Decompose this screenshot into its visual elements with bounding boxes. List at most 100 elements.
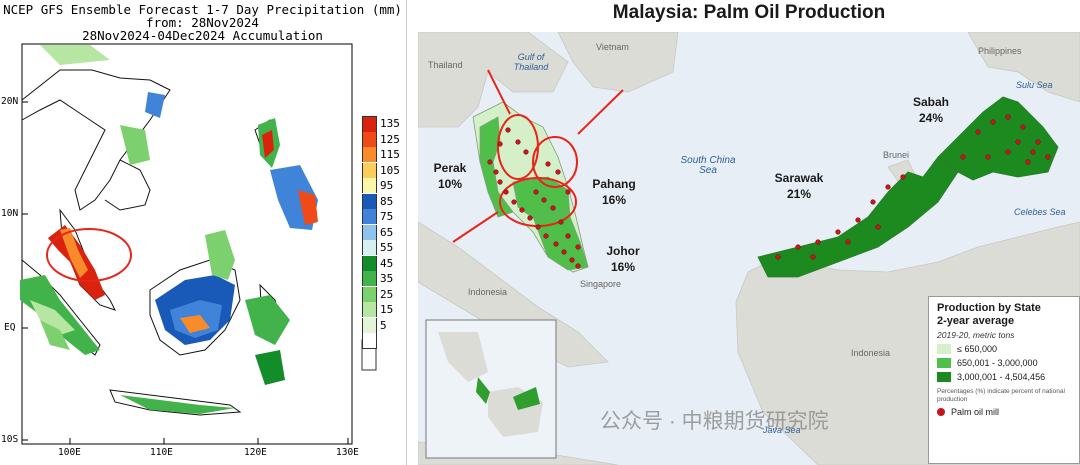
- colorbar-swatch: [362, 255, 377, 271]
- state-johor-name: Johor: [606, 244, 640, 258]
- label-south-china-sea: South China Sea: [680, 155, 736, 176]
- colorbar-swatch: [362, 286, 377, 302]
- highlight-pahang-north: [532, 136, 578, 188]
- colorbar-swatch: [362, 302, 377, 317]
- graticule-ticks: [22, 101, 349, 444]
- highlight-ellipse: [46, 228, 132, 282]
- arrow-1: [487, 69, 511, 115]
- colorbar-swatch: [362, 240, 377, 255]
- precip-map-canvas: [20, 43, 377, 445]
- label-brunei: Brunei: [883, 150, 910, 160]
- colorbar-swatch: [362, 131, 377, 147]
- watermark: 公众号 · 中粮期货研究院: [600, 410, 829, 433]
- state-pahang-pct: 16%: [601, 193, 627, 207]
- inset-locator-map: [425, 319, 557, 459]
- colorbar-label: 85: [380, 194, 394, 208]
- colorbar-label: 95: [380, 179, 394, 192]
- state-pahang-name: Pahang: [592, 177, 636, 191]
- lon-label-110e: 110E: [150, 447, 173, 458]
- legend-class-mid: 650,001 - 3,000,000: [937, 358, 1079, 368]
- legend-class-low: ≤ 650,000: [937, 344, 1079, 354]
- colorbar-label: 35: [380, 272, 394, 285]
- state-sarawak-pct: 21%: [786, 187, 812, 201]
- colorbar-swatch: [362, 178, 377, 193]
- panel-divider: [406, 0, 407, 465]
- colorbar-swatch: [362, 317, 377, 333]
- state-sabah-name: Sabah: [912, 95, 949, 109]
- label-java-sea: Java Sea: [763, 425, 801, 435]
- colorbar-label: 115: [380, 148, 400, 161]
- label-vietnam: Vietnam: [596, 42, 629, 52]
- colorbar-label: 65: [380, 225, 394, 239]
- label-sulu-sea: Sulu Sea: [1016, 80, 1053, 90]
- colorbar-label: 45: [380, 256, 394, 270]
- palm-oil-mills: [487, 114, 1051, 269]
- colorbar-swatch: [362, 193, 377, 209]
- state-perak: Perak 10%: [426, 160, 474, 192]
- state-johor-pct: 16%: [610, 260, 636, 274]
- palm-oil-panel: Malaysia: Palm Oil Production: [418, 0, 1080, 465]
- legend-subtitle: 2019-20, metric tons: [937, 330, 1015, 340]
- state-sabah-pct: 24%: [918, 111, 944, 125]
- lat-label-20n: 20N: [1, 96, 19, 107]
- colorbar-swatch: [362, 116, 377, 132]
- precip-title-line2: from: 28Nov2024: [146, 15, 259, 30]
- lon-label-100e: 100E: [58, 447, 81, 458]
- colorbar-label: 135: [380, 117, 400, 130]
- colorbar-swatch: [362, 162, 377, 178]
- palm-map-title: Malaysia: Palm Oil Production: [612, 2, 886, 23]
- label-thailand: Thailand: [428, 60, 463, 70]
- colorbar-swatch: [362, 147, 377, 162]
- lat-label-10n: 10N: [1, 208, 19, 219]
- legend-note: Percentages (%) indicate percent of nati…: [937, 388, 1065, 403]
- lon-label-120e: 120E: [244, 447, 267, 458]
- precip-title-line1: NCEP GFS Ensemble Forecast 1-7 Day Preci…: [3, 2, 402, 17]
- legend-label-mid: 650,001 - 3,000,000: [957, 358, 1038, 368]
- state-sarawak: Sarawak 21%: [768, 170, 830, 202]
- legend-mill-label: Palm oil mill: [951, 407, 1000, 417]
- state-perak-name: Perak: [433, 161, 467, 175]
- legend-class-high: 3,000,001 - 4,504,456: [937, 372, 1079, 382]
- colorbar-label: 55: [380, 241, 394, 254]
- state-perak-pct: 10%: [437, 177, 463, 191]
- precip-fields: [20, 45, 318, 414]
- lat-label-eq: EQ: [4, 322, 16, 333]
- colorbar-swatch: [362, 224, 377, 240]
- colorbar-label: 15: [380, 303, 394, 316]
- colorbar-label: 75: [380, 210, 394, 223]
- colorbar-label: 125: [380, 132, 400, 146]
- legend-title-2: 2-year average: [937, 315, 1015, 327]
- precip-forecast-panel: NCEP GFS Ensemble Forecast 1-7 Day Preci…: [0, 0, 405, 465]
- legend-swatch-high: [937, 372, 951, 382]
- colorbar-label: 25: [380, 287, 394, 301]
- colorbar-label: 5: [380, 318, 387, 332]
- precip-title-line3: 28Nov2024-04Dec2024 Accumulation: [82, 28, 323, 43]
- lon-label-130e: 130E: [336, 447, 359, 458]
- state-johor: Johor 16%: [598, 243, 648, 275]
- label-philippines: Philippines: [978, 46, 1022, 56]
- legend-label-low: ≤ 650,000: [957, 344, 997, 354]
- state-sabah: Sabah 24%: [905, 94, 957, 126]
- legend-swatch-mid: [937, 358, 951, 368]
- label-indonesia-east: Indonesia: [851, 348, 891, 358]
- arrow-2: [577, 89, 624, 135]
- label-indonesia-west: Indonesia: [468, 287, 508, 297]
- state-sarawak-name: Sarawak: [774, 171, 824, 185]
- colorbar-swatch: [362, 333, 377, 349]
- label-gulf-of-thailand: Gulf of Thailand: [513, 52, 549, 72]
- colorbar-swatch: [362, 271, 377, 286]
- mill-dot-icon: [937, 408, 945, 416]
- borneo-malaysia: [757, 96, 1059, 278]
- arrow-3: [452, 211, 499, 243]
- state-pahang: Pahang 16%: [586, 176, 642, 208]
- legend-title-1: Production by State: [937, 302, 1041, 314]
- legend-mill: Palm oil mill: [937, 407, 1079, 417]
- colorbar-label: 105: [380, 163, 400, 177]
- legend-swatch-low: [937, 344, 951, 354]
- label-singapore: Singapore: [580, 279, 622, 289]
- lat-label-10s: 10S: [1, 434, 19, 445]
- legend-label-high: 3,000,001 - 4,504,456: [957, 372, 1046, 382]
- label-celebes-sea: Celebes Sea: [1014, 207, 1066, 217]
- production-legend: Production by State 2-year average 2019-…: [928, 296, 1080, 464]
- colorbar-swatch: [362, 209, 377, 224]
